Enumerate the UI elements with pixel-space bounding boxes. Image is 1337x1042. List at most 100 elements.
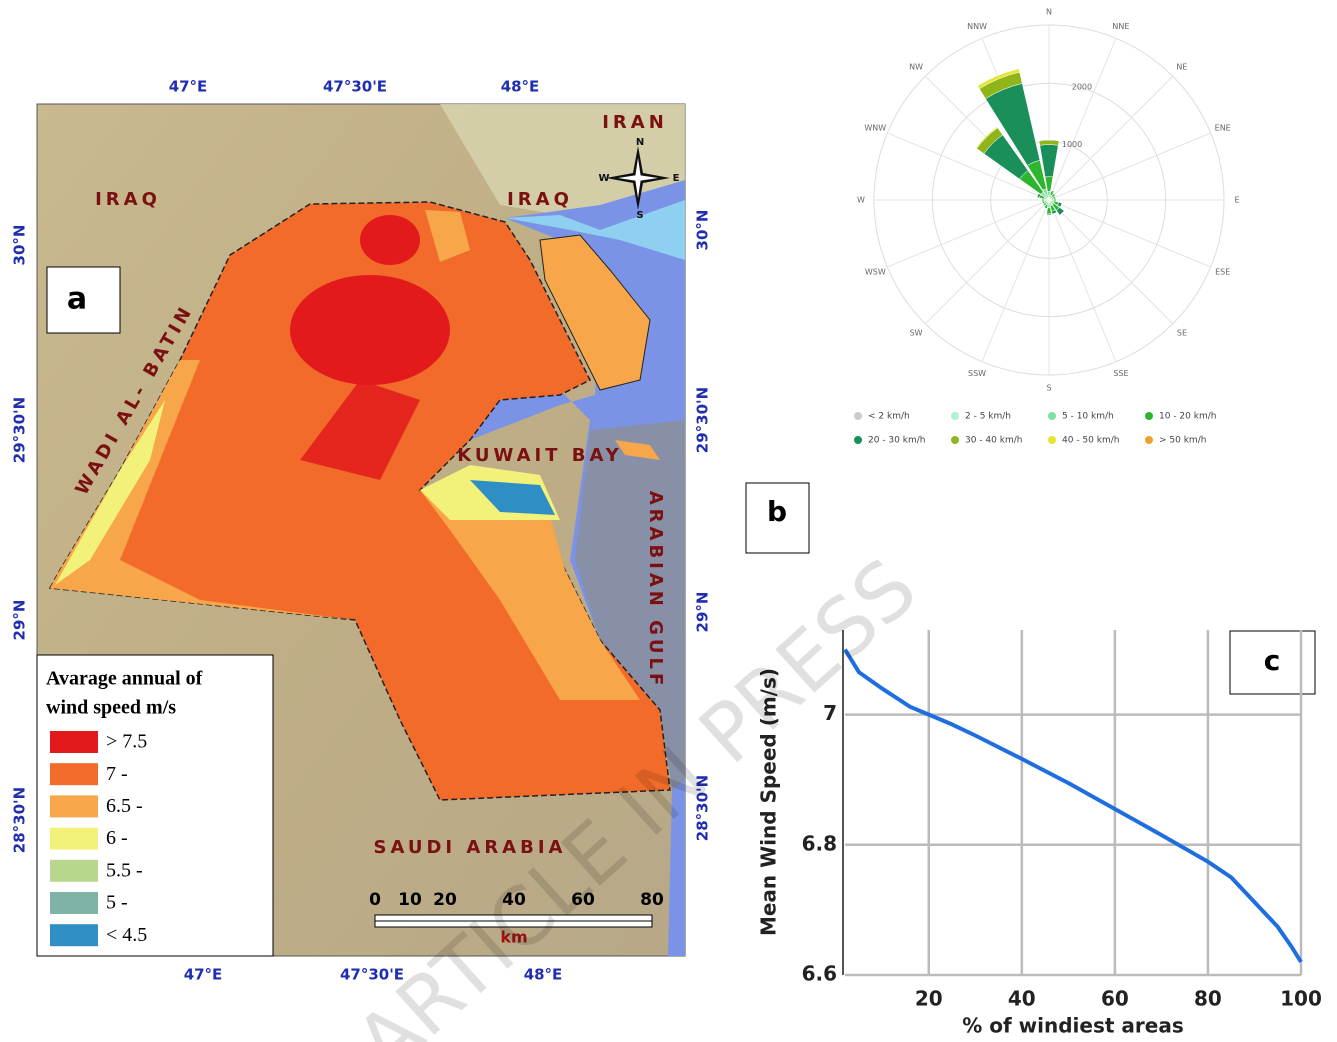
r-tick-label: 2000 bbox=[1072, 83, 1092, 92]
spoke bbox=[1048, 199, 1211, 268]
lat-label: 29°30'N bbox=[694, 387, 712, 453]
zone-7-5 bbox=[360, 215, 420, 265]
direction-label: ENE bbox=[1215, 124, 1231, 133]
compass bbox=[606, 146, 670, 210]
x-axis-label: % of windiest areas bbox=[962, 1014, 1183, 1038]
direction-label: N bbox=[1046, 8, 1052, 17]
failaka-island bbox=[615, 440, 660, 460]
lat-label: 29°30'N bbox=[11, 397, 29, 463]
scale-label: 20 bbox=[433, 890, 457, 910]
legend-label: 30 - 40 km/h bbox=[965, 436, 1022, 446]
direction-label: SSW bbox=[968, 369, 986, 378]
panel-label: b bbox=[767, 495, 787, 528]
legend-marker bbox=[1145, 412, 1153, 420]
direction-label: E bbox=[1234, 196, 1239, 205]
direction-label: NW bbox=[909, 63, 923, 72]
compass-label: W bbox=[598, 173, 609, 184]
rose-segment bbox=[1043, 207, 1047, 210]
compass-label: N bbox=[636, 137, 644, 148]
legend-label: 5.5 - bbox=[106, 859, 143, 881]
zone-6-5 bbox=[420, 470, 640, 700]
scale-label: 0 bbox=[369, 890, 381, 910]
legend-marker bbox=[1048, 412, 1056, 420]
zone-7-5 bbox=[290, 275, 450, 385]
place-label: SAUDI ARABIA bbox=[374, 837, 567, 858]
legend-marker bbox=[854, 436, 862, 444]
shallow-water bbox=[505, 200, 685, 260]
panel-label-box bbox=[745, 482, 810, 554]
lat-label: 28°30'N bbox=[694, 775, 712, 841]
lat-label: 30°N bbox=[11, 225, 29, 266]
legend-marker bbox=[854, 412, 862, 420]
rose-segment bbox=[1051, 190, 1055, 192]
panel-label: a bbox=[67, 282, 87, 317]
data-line bbox=[843, 648, 1303, 964]
legend-swatch bbox=[50, 859, 98, 882]
spoke bbox=[887, 199, 1050, 268]
zone-6-5 bbox=[425, 210, 470, 262]
x-tick-label: 60 bbox=[1101, 987, 1129, 1011]
direction-label: W bbox=[857, 196, 865, 205]
zone-7-5 bbox=[300, 380, 420, 480]
rose-segment bbox=[1038, 139, 1060, 141]
spoke bbox=[981, 199, 1050, 362]
legend-swatch bbox=[50, 731, 98, 753]
direction-label: SSE bbox=[1113, 369, 1128, 378]
y-axis-label: Mean Wind Speed (m/s) bbox=[757, 668, 781, 936]
x-tick-label: 80 bbox=[1194, 987, 1222, 1011]
lon-label: 48°E bbox=[501, 78, 540, 96]
scale-label: 10 bbox=[398, 890, 422, 910]
scale-label: 60 bbox=[571, 890, 595, 910]
legend-label: 6 - bbox=[106, 827, 128, 849]
x-tick-label: 100 bbox=[1280, 987, 1322, 1011]
map-panel: a bbox=[36, 103, 686, 957]
spoke bbox=[1048, 38, 1117, 201]
spoke bbox=[1048, 132, 1211, 201]
legend-swatch bbox=[50, 924, 98, 947]
spoke bbox=[924, 199, 1050, 325]
lat-label: 28°30'N bbox=[11, 787, 29, 853]
spoke bbox=[1048, 199, 1117, 362]
legend-label: > 7.5 bbox=[106, 731, 147, 753]
legend-swatch bbox=[50, 827, 98, 850]
panel-label: c bbox=[1264, 644, 1281, 677]
legend-swatch bbox=[50, 795, 98, 818]
legend-label: 5 - 10 km/h bbox=[1062, 412, 1114, 422]
direction-label: ESE bbox=[1215, 267, 1230, 276]
place-label: IRAQ bbox=[507, 189, 573, 210]
rose-segment bbox=[1041, 198, 1045, 202]
r-tick-label: 1000 bbox=[1062, 140, 1082, 149]
legend-label: < 2 km/h bbox=[868, 412, 910, 422]
rose-segment bbox=[1060, 202, 1063, 208]
y-tick-label: 6.8 bbox=[802, 831, 837, 855]
place-label: IRAQ bbox=[95, 189, 161, 210]
legend-label: 10 - 20 km/h bbox=[1159, 412, 1216, 422]
lon-label: 48°E bbox=[524, 966, 563, 984]
rose-segment bbox=[1041, 201, 1043, 205]
panel-label-box bbox=[46, 266, 121, 334]
rose-segment bbox=[1036, 193, 1039, 198]
rose-segment bbox=[1059, 210, 1065, 216]
place-label: IRAN bbox=[602, 112, 668, 133]
legend-marker bbox=[951, 436, 959, 444]
rose-segment bbox=[1053, 193, 1056, 196]
zone-6 bbox=[55, 400, 165, 585]
lon-label: 47°E bbox=[184, 966, 223, 984]
compass-label: S bbox=[636, 210, 643, 221]
legend-marker bbox=[1145, 436, 1153, 444]
place-label: KUWAIT BAY bbox=[457, 445, 622, 466]
lat-label: 30°N bbox=[694, 210, 712, 251]
spoke bbox=[1048, 199, 1174, 325]
legend-swatch bbox=[50, 892, 98, 914]
legend-title: wind speed m/s bbox=[46, 697, 176, 719]
bubiyan-island bbox=[539, 234, 651, 391]
compass-label: E bbox=[673, 173, 680, 184]
arabian-gulf bbox=[575, 420, 685, 790]
legend-label: > 50 km/h bbox=[1159, 436, 1206, 446]
direction-label: WSW bbox=[865, 267, 886, 276]
zone-4-5 bbox=[470, 480, 555, 515]
legend-label: 20 - 30 km/h bbox=[868, 436, 925, 446]
legend-marker bbox=[1048, 436, 1056, 444]
legend-label: 5 - bbox=[106, 892, 128, 914]
rose-segment bbox=[1042, 204, 1045, 207]
